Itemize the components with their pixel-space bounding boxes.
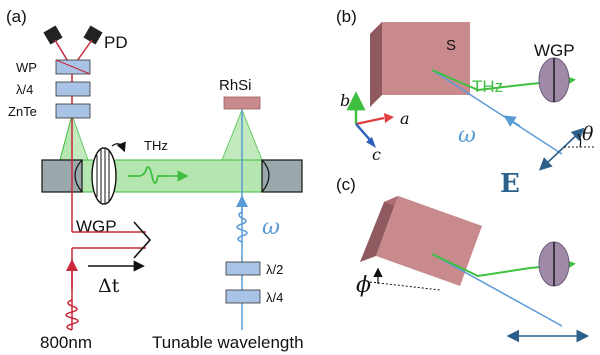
rhsi-label: RhSi	[219, 77, 252, 94]
panel-c-label: (c)	[336, 175, 356, 194]
thz-beam-c	[431, 253, 531, 278]
wgp-label-a: WGP	[76, 217, 117, 236]
panel-b-label: (b)	[336, 7, 357, 26]
thz-label-b: THz	[472, 77, 503, 96]
omega-label-b: ω	[458, 123, 476, 148]
photodiode-right	[83, 25, 103, 45]
blue-beam-c	[431, 253, 563, 327]
axis-c-label: c	[372, 145, 381, 164]
optic-half-wave	[225, 261, 261, 276]
thz-label-a: THz	[144, 138, 168, 153]
field-e-label: E	[500, 169, 520, 199]
optic-quarter-wave-bottom	[225, 289, 261, 304]
znte-label: ZnTe	[8, 104, 37, 119]
phi-reference-line	[369, 281, 441, 291]
omega-label-a: ω	[262, 215, 280, 240]
theta-label: θ	[582, 123, 594, 145]
pd-label: PD	[104, 33, 128, 52]
axis-c-arrowhead	[366, 137, 376, 148]
sample-block-c	[360, 196, 482, 286]
parabolic-mirror-right	[261, 159, 303, 193]
quarter-wave-bottom-label: λ/4	[266, 290, 283, 305]
wgp-element-a	[91, 141, 126, 205]
quarter-wave-top-label: λ/4	[16, 82, 33, 97]
blue-pulse-waveform	[236, 211, 248, 243]
phi-label: ϕ	[356, 273, 371, 298]
wgp-label-b: WGP	[534, 41, 575, 60]
rhsi-sample	[223, 96, 261, 110]
axis-a-label: a	[400, 109, 410, 128]
delay-retroreflector	[133, 221, 152, 259]
sample-block-b	[370, 22, 470, 107]
optic-quarter-wave-top	[55, 81, 91, 97]
tunable-wavelength-label: Tunable wavelength	[152, 333, 304, 352]
photodiode-left	[43, 25, 63, 45]
red-pulse-waveform	[65, 299, 79, 331]
axis-c-arrow	[355, 123, 371, 141]
wgp-element-c	[538, 241, 570, 287]
thz-pulse-waveform	[128, 166, 170, 184]
wgp-element-b	[538, 57, 570, 103]
theta-angle-arc	[577, 133, 582, 148]
half-wave-label: λ/2	[266, 262, 283, 277]
axis-a-arrowhead	[384, 113, 394, 123]
optic-wp	[55, 59, 91, 75]
pump-wavelength-label: 800nm	[40, 333, 92, 352]
parabolic-mirror-left	[41, 159, 83, 193]
axis-a-arrow	[355, 116, 385, 126]
wp-label: WP	[16, 60, 37, 75]
sample-label: S	[446, 37, 456, 54]
delay-label: Δt	[98, 275, 120, 297]
thz-beam-b	[431, 69, 531, 92]
blue-beam-b-arrow	[503, 115, 521, 127]
panel-a-label: (a)	[6, 7, 27, 26]
optic-znte	[55, 103, 91, 119]
axis-b-label: b	[340, 91, 350, 110]
